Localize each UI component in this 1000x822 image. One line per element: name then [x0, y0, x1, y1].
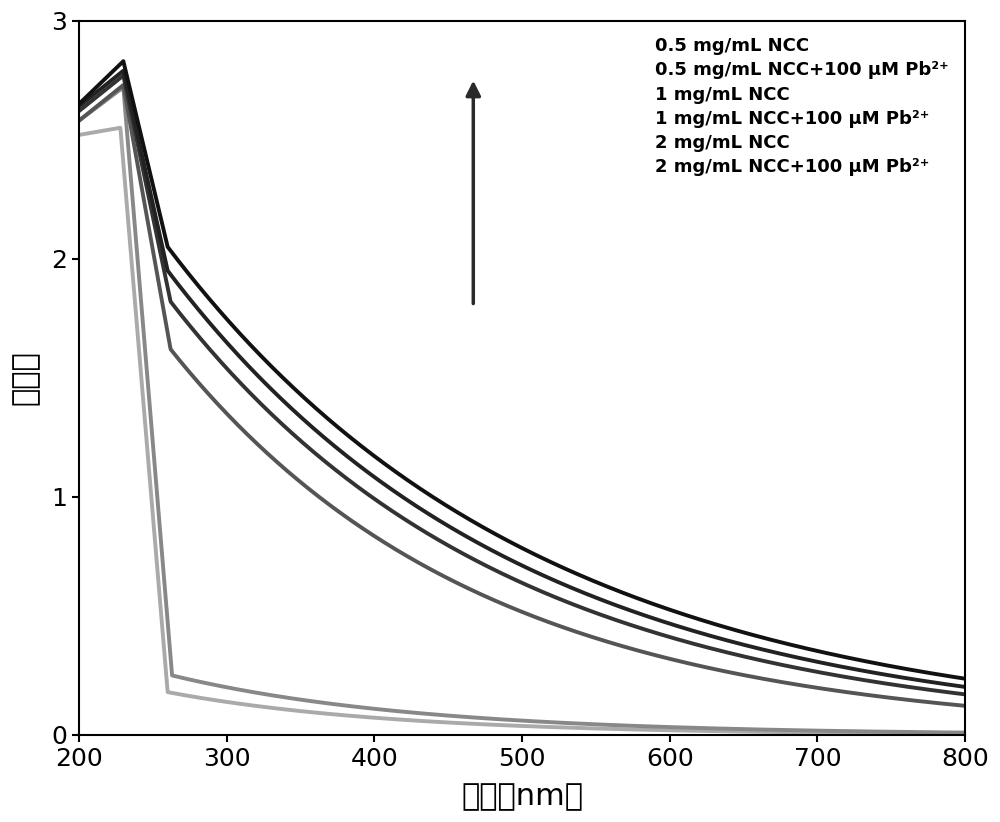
Legend: 0.5 mg/mL NCC, 0.5 mg/mL NCC+100 μM Pb²⁺, 1 mg/mL NCC, 1 mg/mL NCC+100 μM Pb²⁺, : 0.5 mg/mL NCC, 0.5 mg/mL NCC+100 μM Pb²⁺… — [648, 30, 956, 183]
Y-axis label: 吸光度: 吸光度 — [11, 350, 40, 405]
X-axis label: 波长（nm）: 波长（nm） — [461, 782, 583, 810]
